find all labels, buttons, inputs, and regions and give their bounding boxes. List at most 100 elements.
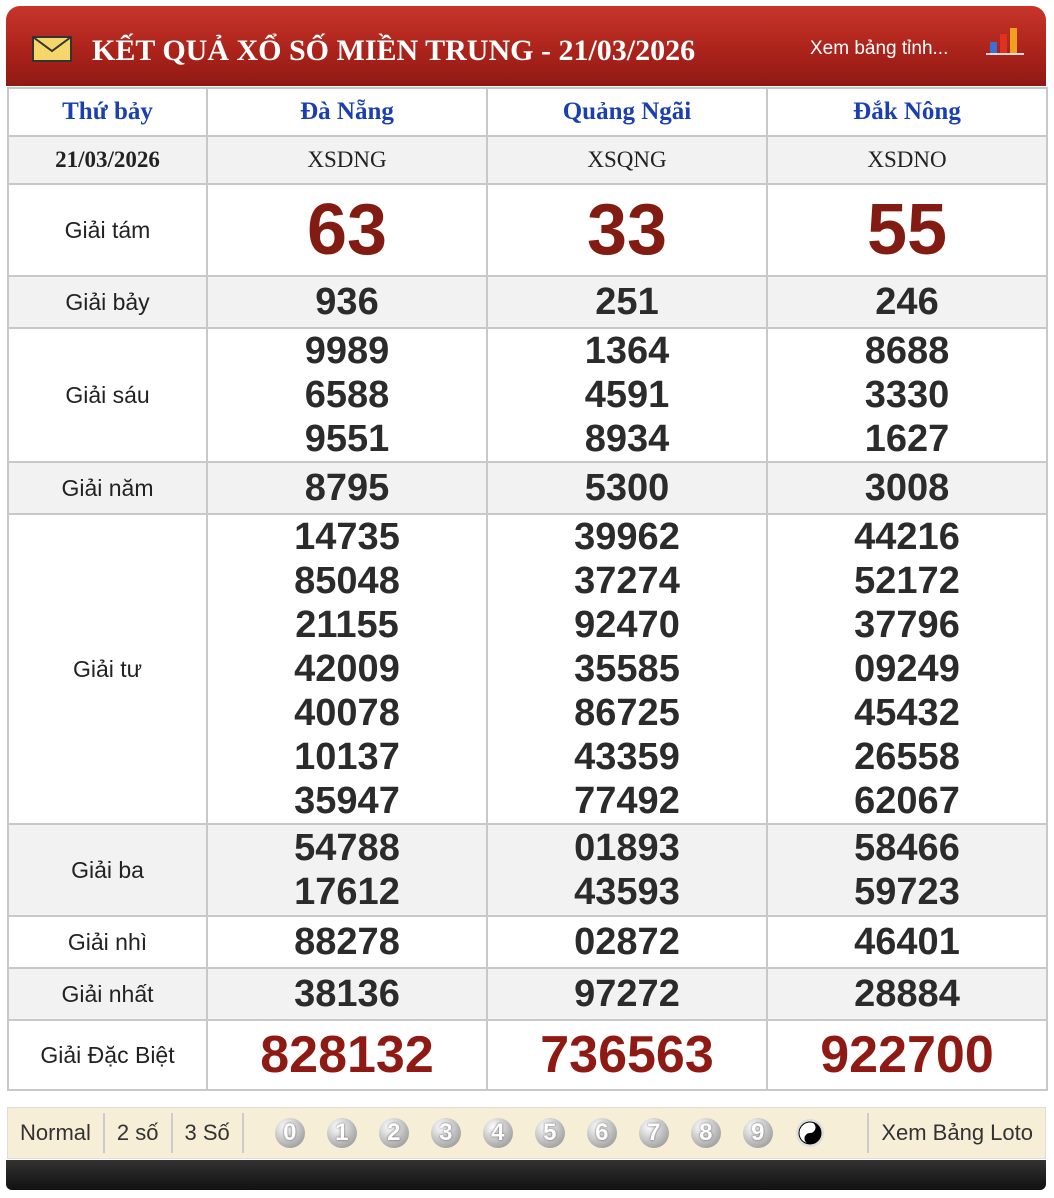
result-number: 09249 xyxy=(854,648,960,690)
digit-ball[interactable]: 5 xyxy=(534,1118,565,1148)
header: KẾT QUẢ XỔ SỐ MIỀN TRUNG - 21/03/2026 Xe… xyxy=(6,6,1046,86)
result-number: 37796 xyxy=(854,604,960,646)
result-cell: 3008 xyxy=(766,461,1048,515)
date: 21/03/2026 xyxy=(7,135,208,185)
result-number: 3008 xyxy=(864,467,950,509)
prize-row: Giải bảy 936 251 246 xyxy=(7,275,1048,329)
digit-ball[interactable]: 1 xyxy=(326,1118,357,1148)
result-number: 5300 xyxy=(584,467,670,509)
result-number: 92470 xyxy=(574,604,680,646)
result-cell: 02872 xyxy=(486,915,768,969)
digit-ball[interactable]: 2 xyxy=(378,1118,409,1148)
envelope-icon xyxy=(32,36,72,62)
yin-yang-icon[interactable] xyxy=(795,1118,825,1148)
prize-row: Giải sáu 9989 6588 9551 1364 4591 8934 8688 3330… xyxy=(7,327,1048,463)
result-cell: 55 xyxy=(766,183,1048,277)
result-number: 8934 xyxy=(584,418,670,460)
prize-name: Giải ba xyxy=(7,823,208,917)
result-cell: 8688 3330 1627 xyxy=(766,327,1048,463)
prize-name: Giải bảy xyxy=(7,275,208,329)
result-cell: 8795 xyxy=(206,461,488,515)
result-number: 39962 xyxy=(574,516,680,558)
result-number: 54788 xyxy=(294,827,400,869)
result-cell: 9989 6588 9551 xyxy=(206,327,488,463)
digit-ball[interactable]: 0 xyxy=(274,1118,305,1148)
result-number: 3330 xyxy=(864,374,950,416)
result-number: 246 xyxy=(875,281,939,323)
result-number: 9551 xyxy=(304,418,390,460)
prize-row: Giải nhất 38136 97272 28884 xyxy=(7,967,1048,1021)
result-cell: 01893 43593 xyxy=(486,823,768,917)
prize-name: Giải sáu xyxy=(7,327,208,463)
digit-ball[interactable]: 9 xyxy=(742,1118,773,1148)
result-cell: 251 xyxy=(486,275,768,329)
date-row: 21/03/2026 XSDNG XSQNG XSDNO xyxy=(7,135,1048,185)
result-number: 37274 xyxy=(574,560,680,602)
mode-button[interactable]: 2 số xyxy=(105,1113,173,1153)
result-number: 01893 xyxy=(574,827,680,869)
bottom-bar xyxy=(6,1160,1046,1190)
result-number: 52172 xyxy=(854,560,960,602)
result-number: 33 xyxy=(586,190,668,270)
result-number: 02872 xyxy=(574,921,680,963)
result-cell: 28884 xyxy=(766,967,1048,1021)
result-number: 85048 xyxy=(294,560,400,602)
result-cell: 97272 xyxy=(486,967,768,1021)
result-number: 736563 xyxy=(540,1026,714,1084)
result-cell: 246 xyxy=(766,275,1048,329)
result-number: 14735 xyxy=(294,516,400,558)
mode-button[interactable]: 3 Số xyxy=(173,1113,244,1153)
result-cell: 38136 xyxy=(206,967,488,1021)
digit-ball[interactable]: 4 xyxy=(482,1118,513,1148)
prize-row: Giải nhì 88278 02872 46401 xyxy=(7,915,1048,969)
result-number: 58466 xyxy=(854,827,960,869)
result-cell: 46401 xyxy=(766,915,1048,969)
result-number: 77492 xyxy=(574,780,680,822)
province-code: XSDNG xyxy=(206,135,488,185)
province-name: Đắk Nông xyxy=(766,87,1048,137)
result-cell: 44216 52172 37796 09249 45432 26558 62067 xyxy=(766,513,1048,825)
result-cell: 922700 xyxy=(766,1019,1048,1091)
result-number: 10137 xyxy=(294,736,400,778)
result-number: 21155 xyxy=(295,604,399,646)
digit-ball[interactable]: 8 xyxy=(690,1118,721,1148)
province-name: Đà Nẵng xyxy=(206,87,488,137)
result-number: 44216 xyxy=(854,516,960,558)
result-cell: 14735 85048 21155 42009 40078 10137 35947 xyxy=(206,513,488,825)
loto-link[interactable]: Xem Bảng Loto xyxy=(867,1113,1045,1153)
digit-ball[interactable]: 3 xyxy=(430,1118,461,1148)
result-number: 35947 xyxy=(294,780,400,822)
result-number: 8795 xyxy=(304,467,390,509)
result-number: 4591 xyxy=(584,374,670,416)
header-row: Thứ bảy Đà Nẵng Quảng Ngãi Đắk Nông xyxy=(7,87,1048,137)
result-number: 55 xyxy=(866,190,948,270)
result-cell: 1364 4591 8934 xyxy=(486,327,768,463)
result-cell: 88278 xyxy=(206,915,488,969)
result-cell: 63 xyxy=(206,183,488,277)
footer-bar: Normal 2 số 3 Số 0 1 2 3 4 5 6 7 8 9 Xem Bảng Loto xyxy=(7,1107,1046,1159)
result-cell: 33 xyxy=(486,183,768,277)
day: Thứ bảy xyxy=(7,87,208,137)
prize-row: Giải tám 63 33 55 xyxy=(7,183,1048,277)
result-number: 922700 xyxy=(820,1026,994,1084)
province-code: XSDNO xyxy=(766,135,1048,185)
result-number: 8688 xyxy=(864,330,950,372)
result-cell: 828132 xyxy=(206,1019,488,1091)
chart-icon xyxy=(986,28,1024,55)
province-code: XSQNG xyxy=(486,135,768,185)
prize-row: Giải tư 14735 85048 21155 42009 40078 10137 359… xyxy=(7,513,1048,825)
result-number: 40078 xyxy=(294,692,400,734)
result-number: 35585 xyxy=(574,648,680,690)
digit-ball[interactable]: 7 xyxy=(638,1118,669,1148)
mode-button[interactable]: Normal xyxy=(8,1113,105,1153)
province-name: Quảng Ngãi xyxy=(486,87,768,137)
result-number: 26558 xyxy=(854,736,960,778)
prize-row: Giải ba 54788 17612 01893 43593 58466 59723 xyxy=(7,823,1048,917)
result-cell: 936 xyxy=(206,275,488,329)
result-number: 1627 xyxy=(864,418,950,460)
result-number: 86725 xyxy=(574,692,680,734)
result-number: 45432 xyxy=(854,692,960,734)
province-link[interactable]: Xem bảng tỉnh... xyxy=(810,38,949,59)
digit-ball[interactable]: 6 xyxy=(586,1118,617,1148)
